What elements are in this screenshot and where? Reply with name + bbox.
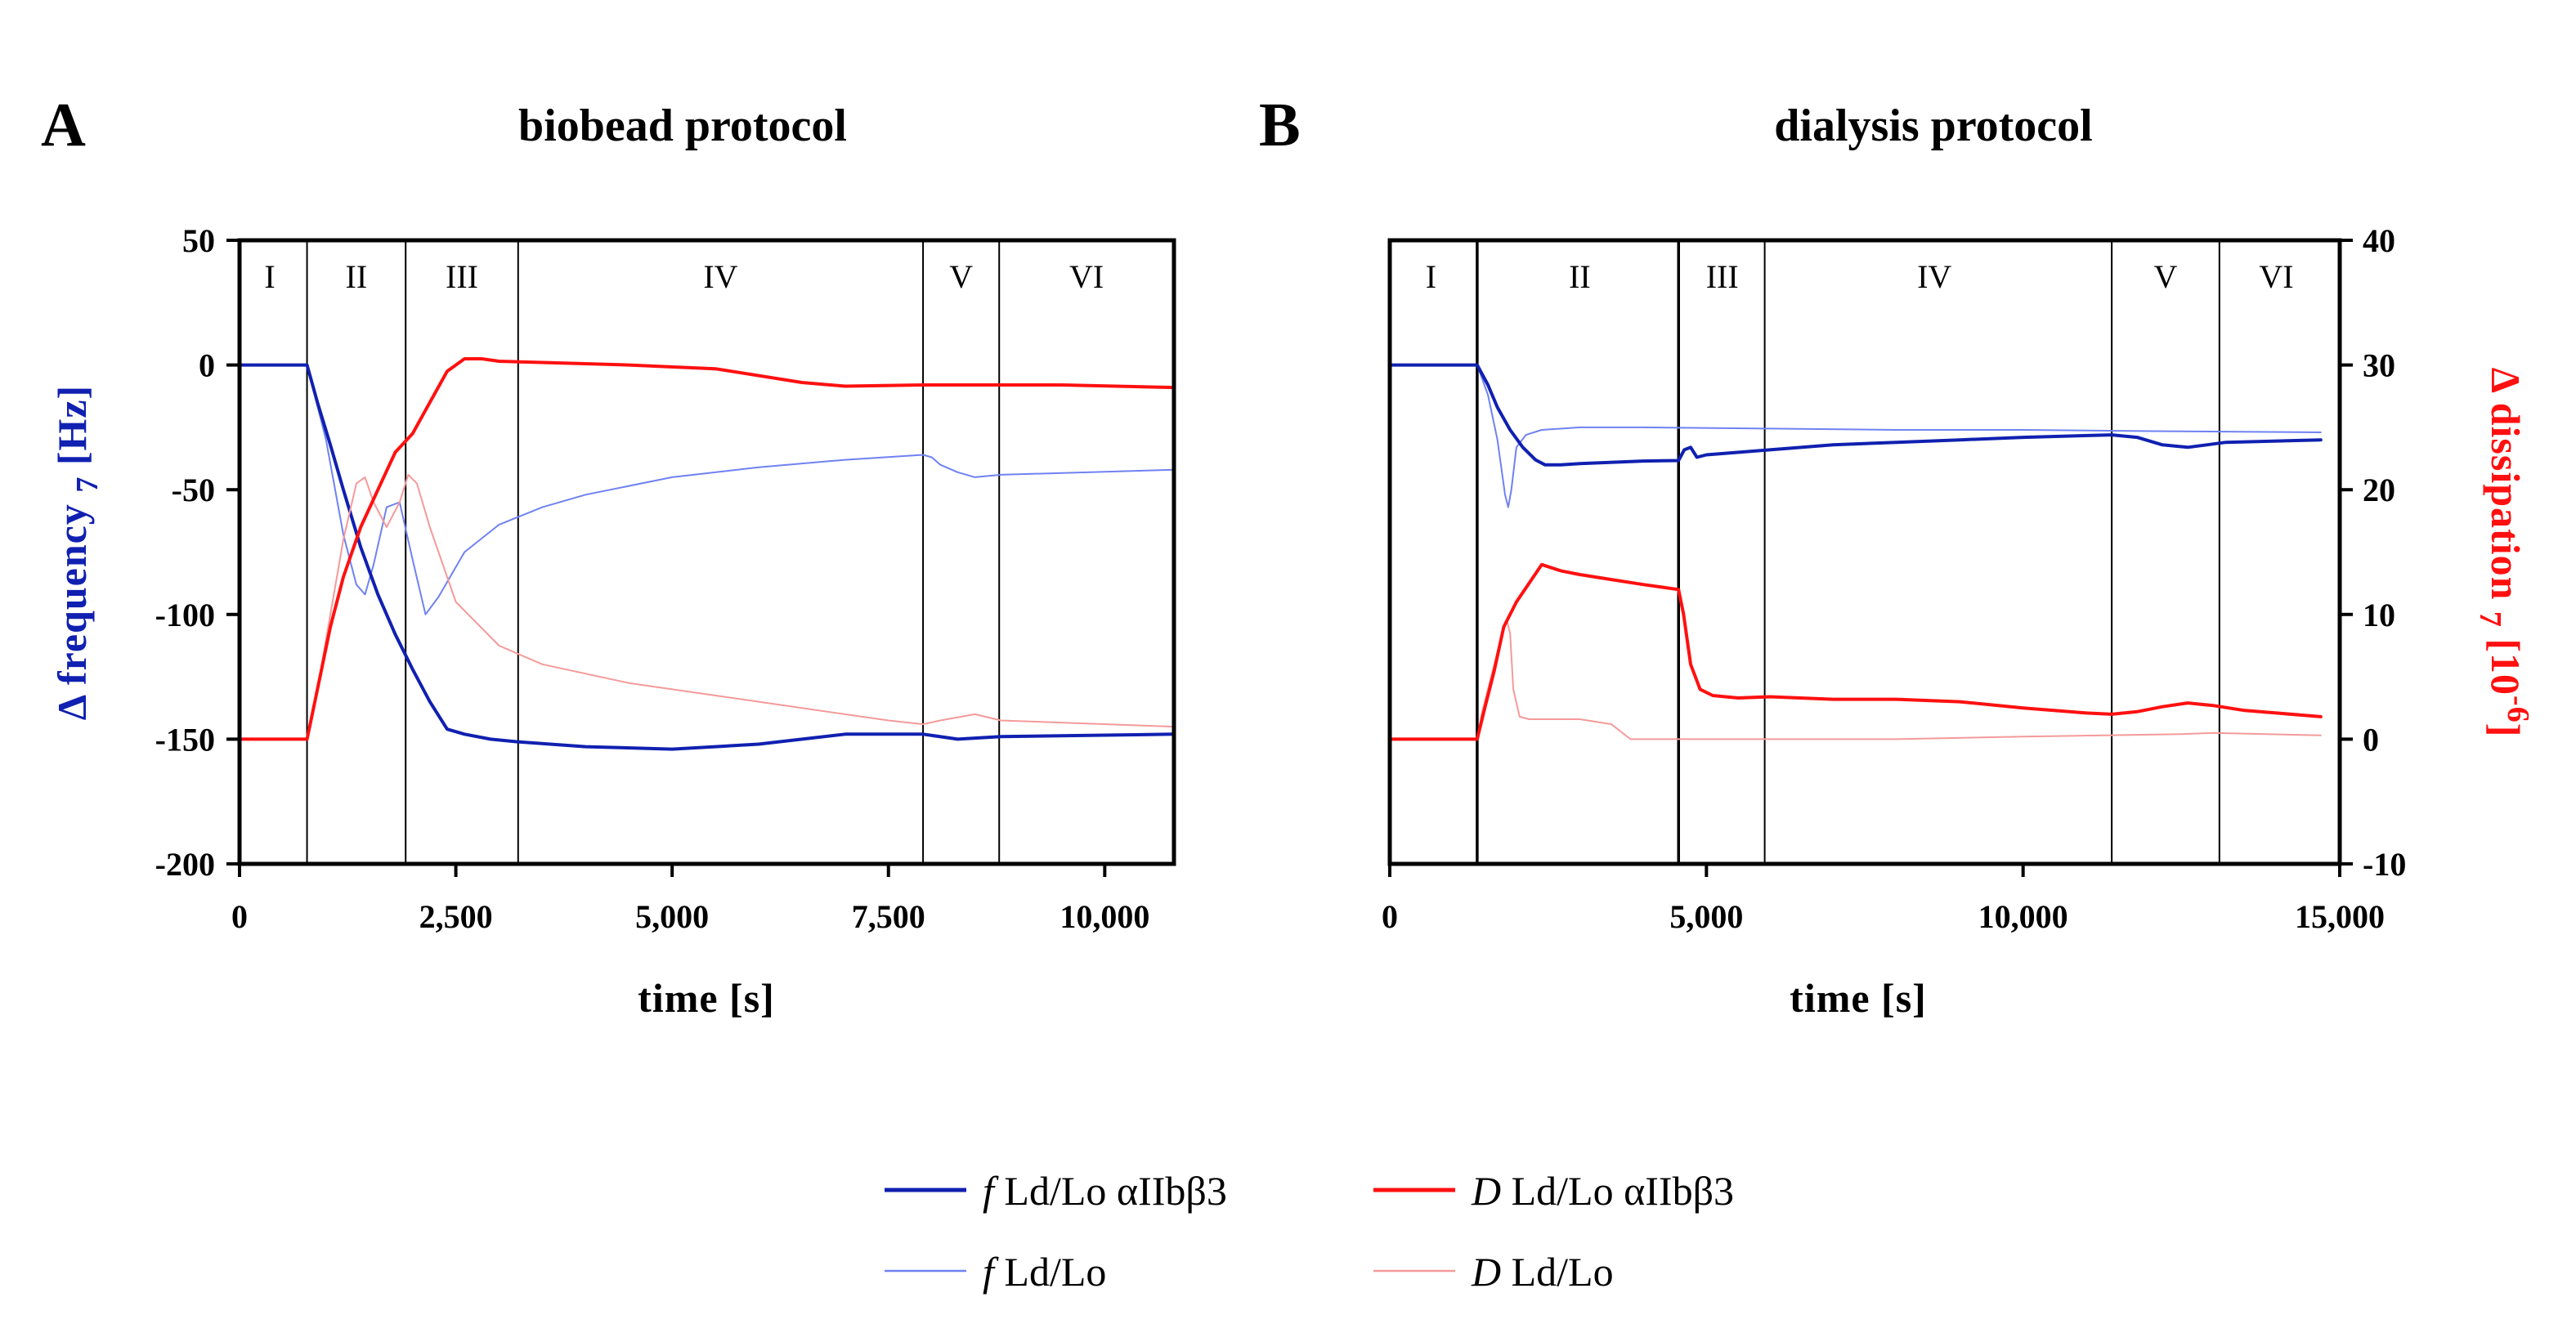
panel-b-y-tick-label: 40 (2363, 222, 2395, 259)
panel-b-x-axis-title: time [s] (1790, 975, 1927, 1021)
panel-a-series-f-control (239, 364, 1175, 615)
panel-b-y-tick-label: -10 (2363, 846, 2406, 883)
panel-b-x-tick-label: 10,000 (1978, 898, 2068, 935)
panel-b-y-tick-label: 30 (2363, 347, 2395, 384)
panel-b-series-d-protein (1388, 562, 2323, 741)
panel-a-phase-labels: I II III IV V VI (264, 258, 1104, 295)
panel-a-series (238, 357, 1176, 751)
panel-b-x-tick-label: 15,000 (2295, 898, 2385, 935)
panel-b-phase-label-i: I (1426, 258, 1436, 295)
panel-a-y-tick-label: 50 (182, 222, 215, 259)
legend-item-f-protein: f Ld/Lo αIIbβ3 (885, 1168, 1227, 1214)
panel-b-phase-label-iii: III (1706, 258, 1739, 295)
legend-label-d-control: D Ld/Lo (1471, 1249, 1614, 1295)
panel-b-phase-label-vi: VI (2259, 258, 2293, 295)
panel-b-x-axis: 0 5,000 10,000 15,000 (1382, 864, 2385, 935)
panel-a-y-tick-label: -200 (155, 846, 215, 883)
panel-a-y-axis-title: Δ frequency 7 [Hz] (49, 385, 105, 720)
panel-a-title: biobead protocol (518, 101, 847, 151)
panel-a-letter: A (41, 91, 86, 159)
panel-b-plot-frame (1387, 238, 2342, 866)
panel-a-series-d-protein (238, 357, 1176, 741)
panel-a-x-tick-label: 10,000 (1060, 898, 1149, 935)
panel-a-y-tick-label: -50 (172, 472, 215, 508)
panel-a-phase-label-i: I (264, 258, 275, 295)
panel-b-y-axis-right: 40 30 20 10 0 -10 (2340, 222, 2406, 883)
panel-b-phase-label-iv: IV (1917, 258, 1951, 295)
panel-b-y-tick-label: 10 (2363, 597, 2395, 633)
panel-a-phase-lines (306, 240, 1001, 864)
panel-a-phase-label-iii: III (446, 258, 478, 295)
panel-a-phase-label-v: V (949, 258, 973, 295)
legend-item-d-control: D Ld/Lo (1373, 1249, 1614, 1295)
panel-a-x-tick-label: 0 (231, 898, 248, 935)
panel-b-y-axis-title: Δ dissipation 7 [10-6] (2473, 368, 2535, 738)
panel-a-series-d-control (239, 473, 1175, 740)
panel-a-plot-frame (237, 238, 1176, 866)
panel-b-series (1388, 363, 2323, 741)
panel-b-y-tick-label: 0 (2363, 721, 2379, 758)
panel-a-x-tick-label: 2,500 (419, 898, 493, 935)
panel-a-x-axis: 0 2,500 5,000 7,500 10,000 (231, 864, 1149, 935)
panel-a-x-tick-label: 7,500 (852, 898, 925, 935)
panel-b-series-f-protein (1388, 363, 2323, 467)
panel-a-y-tick-label: -150 (155, 721, 215, 758)
legend-label-d-protein: D Ld/Lo αIIbβ3 (1471, 1168, 1734, 1214)
panel-b-phase-label-v: V (2154, 258, 2178, 295)
panel-a-x-tick-label: 5,000 (635, 898, 709, 935)
panel-a-series-f-protein (238, 363, 1176, 751)
panel-b: B dialysis protocol I II III IV V VI 0 5,000 10… (1259, 91, 2535, 1021)
panel-b-phase-labels: I II III IV V VI (1426, 258, 2294, 295)
panel-b-letter: B (1259, 91, 1301, 159)
panel-b-phase-label-ii: II (1569, 258, 1591, 295)
panel-a-y-tick-label: 0 (199, 347, 215, 384)
panel-b-x-tick-label: 0 (1382, 898, 1398, 935)
panel-a-y-tick-label: -100 (155, 597, 215, 633)
legend-label-f-protein: f Ld/Lo αIIbβ3 (983, 1168, 1227, 1214)
panel-b-x-tick-label: 5,000 (1669, 898, 1743, 935)
panel-a-phase-label-iv: IV (703, 258, 737, 295)
legend-item-d-protein: D Ld/Lo αIIbβ3 (1373, 1168, 1734, 1214)
legend-label-f-control: f Ld/Lo (983, 1249, 1106, 1295)
panel-b-y-tick-label: 20 (2363, 472, 2395, 508)
legend: f Ld/Lo αIIbβ3 D Ld/Lo αIIbβ3 f Ld/Lo D … (885, 1168, 1734, 1295)
panel-a: A biobead protocol I II III IV V VI 0 2,500 5,0… (41, 91, 1176, 1021)
panel-a-x-axis-title: time [s] (638, 975, 775, 1021)
panel-b-phase-lines (1476, 240, 2220, 864)
panel-b-series-d-control (1389, 620, 2322, 740)
legend-item-f-control: f Ld/Lo (885, 1249, 1106, 1295)
panel-b-title: dialysis protocol (1774, 101, 2092, 151)
panel-a-y-axis-left: 50 0 -50 -100 -150 -200 (155, 222, 240, 883)
panel-a-phase-label-ii: II (346, 258, 368, 295)
panel-b-series-f-control (1389, 364, 2322, 508)
panel-a-phase-label-vi: VI (1069, 258, 1104, 295)
